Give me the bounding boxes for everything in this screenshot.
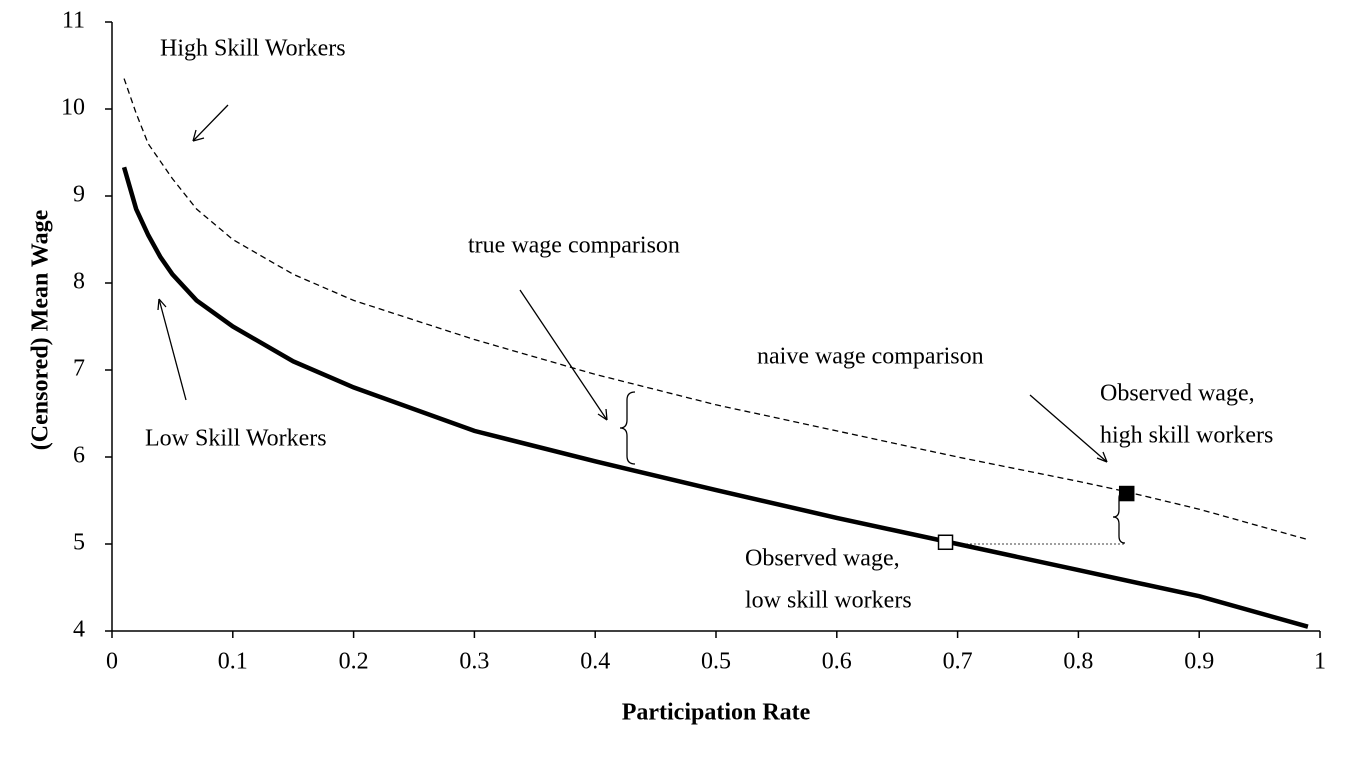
x-tick-label: 0.1 — [218, 649, 248, 675]
y-tick-label: 4 — [73, 617, 85, 643]
x-tick-label: 0.2 — [339, 649, 369, 675]
series-line — [123, 78, 1309, 541]
series-line — [121, 166, 1309, 629]
x-tick-label: 0.9 — [1184, 649, 1214, 675]
x-tick-label: 1 — [1314, 649, 1326, 675]
arrow — [158, 298, 187, 401]
x-tick-label: 0.3 — [459, 649, 489, 675]
annotation: naive wage comparison — [757, 344, 984, 370]
brace — [619, 391, 636, 465]
y-tick-label: 6 — [73, 443, 85, 469]
annotation: Observed wage, — [745, 546, 900, 572]
arrow-head — [192, 129, 205, 142]
arrow — [519, 289, 608, 421]
y-tick-label: 7 — [73, 356, 85, 382]
annotation: high skill workers — [1100, 423, 1273, 449]
annotation: true wage comparison — [468, 233, 680, 259]
annotation: Observed wage, — [1100, 381, 1255, 407]
y-tick-label: 5 — [73, 530, 85, 556]
y-tick-label: 11 — [62, 8, 85, 34]
annotation-marks — [157, 104, 1126, 544]
annotation: low skill workers — [745, 588, 912, 614]
observed-point — [1118, 485, 1135, 502]
x-tick-label: 0.5 — [701, 649, 731, 675]
y-tick-label: 8 — [73, 269, 85, 295]
observed-point — [937, 534, 954, 551]
x-tick-label: 0.8 — [1063, 649, 1093, 675]
x-tick-label: 0 — [106, 649, 118, 675]
arrow-head — [597, 408, 608, 421]
x-axis-label: Participation Rate — [622, 700, 811, 726]
series-label: High Skill Workers — [160, 36, 346, 62]
series-label: Low Skill Workers — [145, 426, 327, 452]
x-tick-label: 0.7 — [943, 649, 973, 675]
x-tick-label: 0.6 — [822, 649, 852, 675]
y-tick-label: 9 — [73, 182, 85, 208]
arrow — [1029, 394, 1108, 463]
arrow — [192, 104, 229, 142]
y-tick-label: 10 — [61, 95, 85, 121]
arrow-head — [157, 298, 167, 311]
y-axis-label: (Censored) Mean Wage — [28, 209, 54, 450]
x-tick-label: 0.4 — [580, 649, 610, 675]
arrow-head — [1096, 451, 1108, 463]
